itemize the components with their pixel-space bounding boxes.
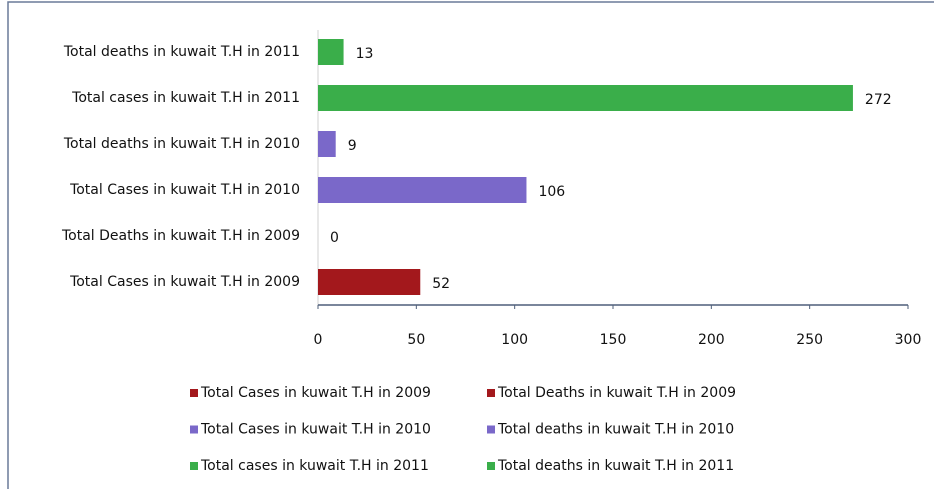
x-tick-label: 300 bbox=[895, 332, 922, 348]
x-tick-label: 50 bbox=[407, 332, 425, 348]
x-tick-label: 100 bbox=[501, 332, 528, 348]
y-tick-label: Total Cases in kuwait T.H in 2010 bbox=[69, 182, 300, 198]
legend-label: Total deaths in kuwait T.H in 2010 bbox=[497, 422, 734, 438]
legend-label: Total Cases in kuwait T.H in 2010 bbox=[200, 422, 431, 438]
legend-swatch bbox=[487, 425, 495, 434]
legend-label: Total Cases in kuwait T.H in 2009 bbox=[200, 385, 431, 401]
y-tick-label: Total deaths in kuwait T.H in 2010 bbox=[63, 136, 300, 152]
legend-swatch bbox=[190, 425, 198, 434]
legend-swatch bbox=[190, 389, 198, 397]
bar bbox=[318, 85, 853, 111]
legend-label: Total deaths in kuwait T.H in 2011 bbox=[497, 458, 734, 474]
frame bbox=[7, 1, 934, 493]
x-tick-label: 250 bbox=[796, 332, 823, 348]
legend-label: Total cases in kuwait T.H in 2011 bbox=[200, 458, 429, 474]
bar bbox=[318, 39, 344, 65]
bar bbox=[318, 177, 527, 203]
y-tick-label: Total cases in kuwait T.H in 2011 bbox=[71, 90, 300, 106]
legend-swatch bbox=[487, 462, 495, 470]
value-label: 272 bbox=[865, 92, 892, 108]
y-tick-label: Total Deaths in kuwait T.H in 2009 bbox=[61, 228, 300, 244]
x-tick-label: 200 bbox=[698, 332, 725, 348]
value-label: 52 bbox=[432, 276, 450, 292]
legend-label: Total Deaths in kuwait T.H in 2009 bbox=[497, 385, 736, 401]
value-label: 0 bbox=[330, 230, 339, 246]
bar bbox=[318, 131, 336, 157]
x-tick-label: 150 bbox=[600, 332, 627, 348]
value-label: 9 bbox=[348, 138, 357, 154]
value-label: 106 bbox=[538, 184, 565, 200]
bar bbox=[318, 269, 421, 295]
legend-swatch bbox=[487, 389, 495, 397]
value-label: 13 bbox=[356, 46, 374, 62]
y-tick-label: Total deaths in kuwait T.H in 2011 bbox=[63, 44, 300, 60]
y-tick-label: Total Cases in kuwait T.H in 2009 bbox=[69, 274, 300, 290]
x-tick-label: 0 bbox=[314, 332, 323, 348]
legend-swatch bbox=[190, 462, 198, 470]
